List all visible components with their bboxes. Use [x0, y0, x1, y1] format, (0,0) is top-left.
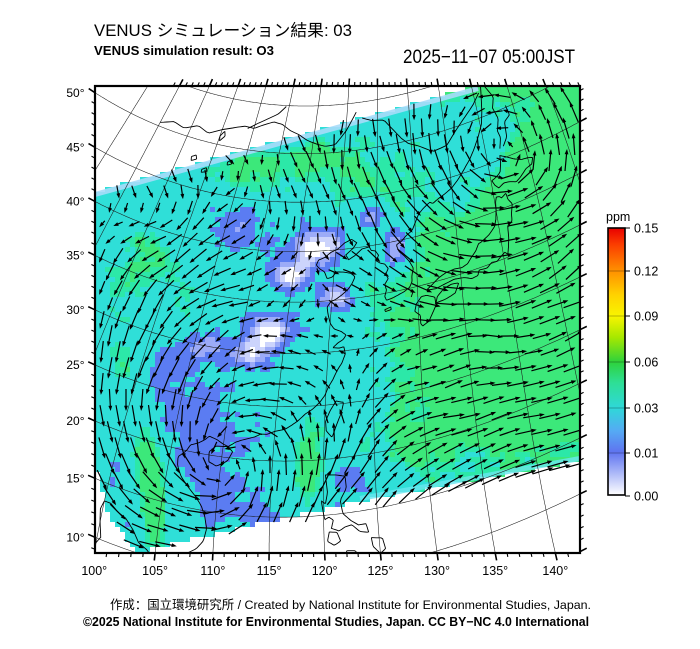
svg-text:0.00: 0.00: [634, 490, 658, 504]
svg-text:110°: 110°: [200, 564, 225, 578]
svg-text:0.09: 0.09: [634, 310, 658, 324]
svg-text:105°: 105°: [142, 564, 168, 578]
svg-text:0.15: 0.15: [634, 222, 658, 236]
svg-text:VENUS simulation result: O3: VENUS simulation result: O3: [94, 43, 274, 58]
svg-text:130°: 130°: [424, 564, 450, 578]
svg-text:25°: 25°: [66, 358, 84, 372]
svg-text:10°: 10°: [66, 530, 84, 544]
svg-text:45°: 45°: [66, 141, 84, 155]
svg-text:125°: 125°: [367, 564, 393, 578]
svg-text:0.03: 0.03: [634, 402, 658, 416]
svg-text:120°: 120°: [312, 564, 338, 578]
svg-text:135°: 135°: [482, 564, 508, 578]
svg-text:100°: 100°: [81, 564, 107, 578]
svg-text:30°: 30°: [66, 303, 84, 317]
svg-text:2025−11−07 05:00JST: 2025−11−07 05:00JST: [403, 47, 575, 68]
svg-text:15°: 15°: [66, 471, 84, 485]
svg-text:115°: 115°: [257, 564, 282, 578]
svg-text:0.01: 0.01: [634, 447, 658, 461]
svg-text:0.12: 0.12: [634, 265, 658, 279]
svg-text:VENUS シミュレーション結果: 03: VENUS シミュレーション結果: 03: [94, 21, 352, 40]
svg-text:40°: 40°: [66, 195, 84, 209]
svg-text:35°: 35°: [66, 249, 84, 263]
svg-text:50°: 50°: [66, 86, 84, 100]
svg-text:0.06: 0.06: [634, 356, 658, 370]
svg-text:140°: 140°: [542, 564, 568, 578]
svg-text:20°: 20°: [66, 414, 84, 428]
svg-text:作成：国立環境研究所 / Created by Nation: 作成：国立環境研究所 / Created by National Institu…: [110, 597, 591, 612]
svg-text:ppm: ppm: [606, 210, 630, 224]
svg-text:©2025 National Institute for E: ©2025 National Institute for Environment…: [83, 615, 589, 629]
